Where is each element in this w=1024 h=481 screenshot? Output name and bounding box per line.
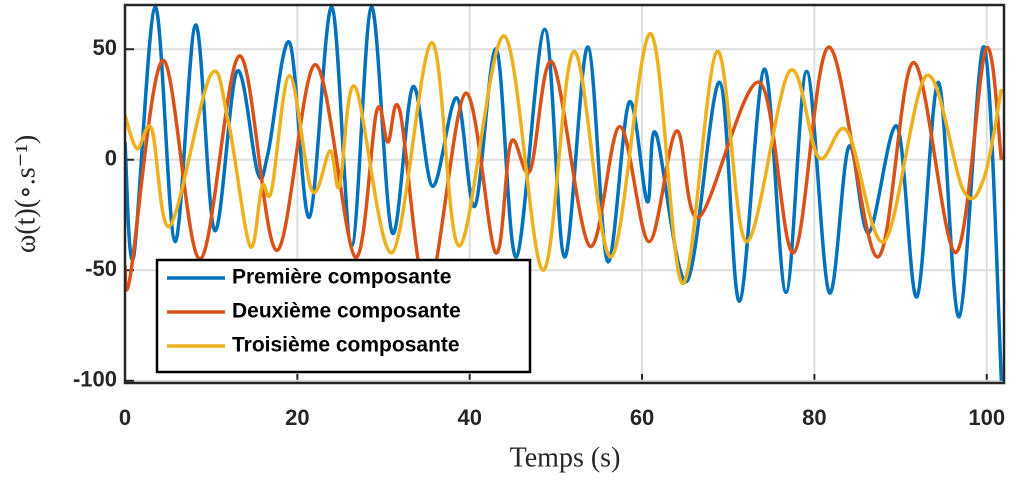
x-tick-label: 80 <box>802 405 826 430</box>
y-tick-label: -100 <box>73 367 117 392</box>
line-series <box>125 31 1004 286</box>
legend: Première composante Deuxième composante Tr… <box>155 258 532 374</box>
x-tick-label: 20 <box>285 405 309 430</box>
x-tick-label: 60 <box>630 405 654 430</box>
y-tick-label: 50 <box>93 35 117 60</box>
y-axis-label: ω(t)(∘.s⁻¹) <box>10 135 41 253</box>
x-tick-label: 40 <box>457 405 481 430</box>
legend-label: Deuxième composante <box>232 300 461 323</box>
legend-label: Première composante <box>232 266 451 289</box>
y-tick-label: 0 <box>105 146 117 171</box>
x-axis-label: Temps (s) <box>510 442 621 473</box>
x-tick-label: 100 <box>968 405 1005 430</box>
y-tick-label: -50 <box>85 256 117 281</box>
axes-frame <box>123 3 1006 385</box>
x-tick-label: 0 <box>119 405 131 430</box>
legend-label: Troisième composante <box>232 334 460 357</box>
